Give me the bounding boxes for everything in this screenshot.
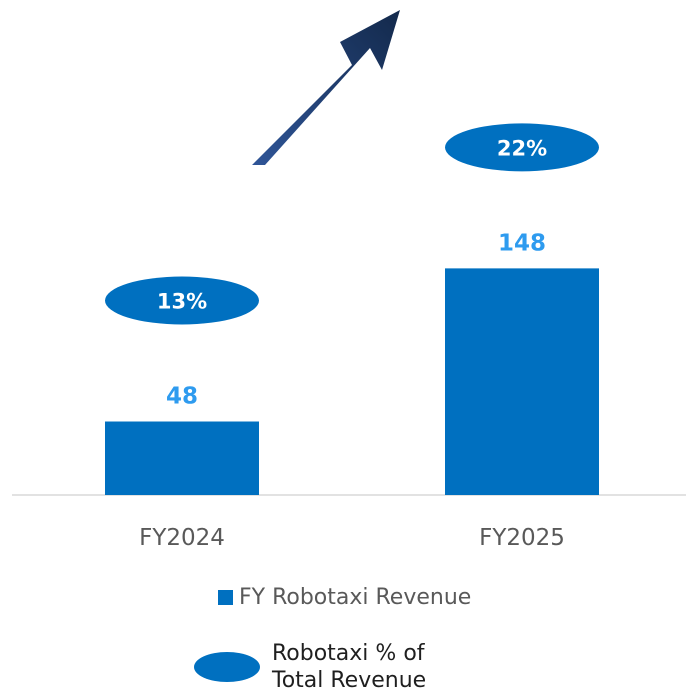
percent-label-fy2024: 13%: [157, 290, 207, 314]
value-label-fy2025: 148: [498, 230, 546, 256]
percent-label-fy2025: 22%: [497, 136, 547, 160]
x-tick-label-fy2025: FY2025: [479, 525, 565, 551]
percent-ellipse-fy2025: [445, 123, 599, 172]
x-tick-label-fy2024: FY2024: [139, 525, 225, 551]
bar-fy2025: [445, 268, 599, 495]
growth-arrow-icon: [252, 10, 400, 165]
percent-ellipse-fy2024: [105, 276, 259, 325]
bar-fy2024: [105, 421, 259, 495]
value-label-fy2024: 48: [166, 384, 198, 410]
